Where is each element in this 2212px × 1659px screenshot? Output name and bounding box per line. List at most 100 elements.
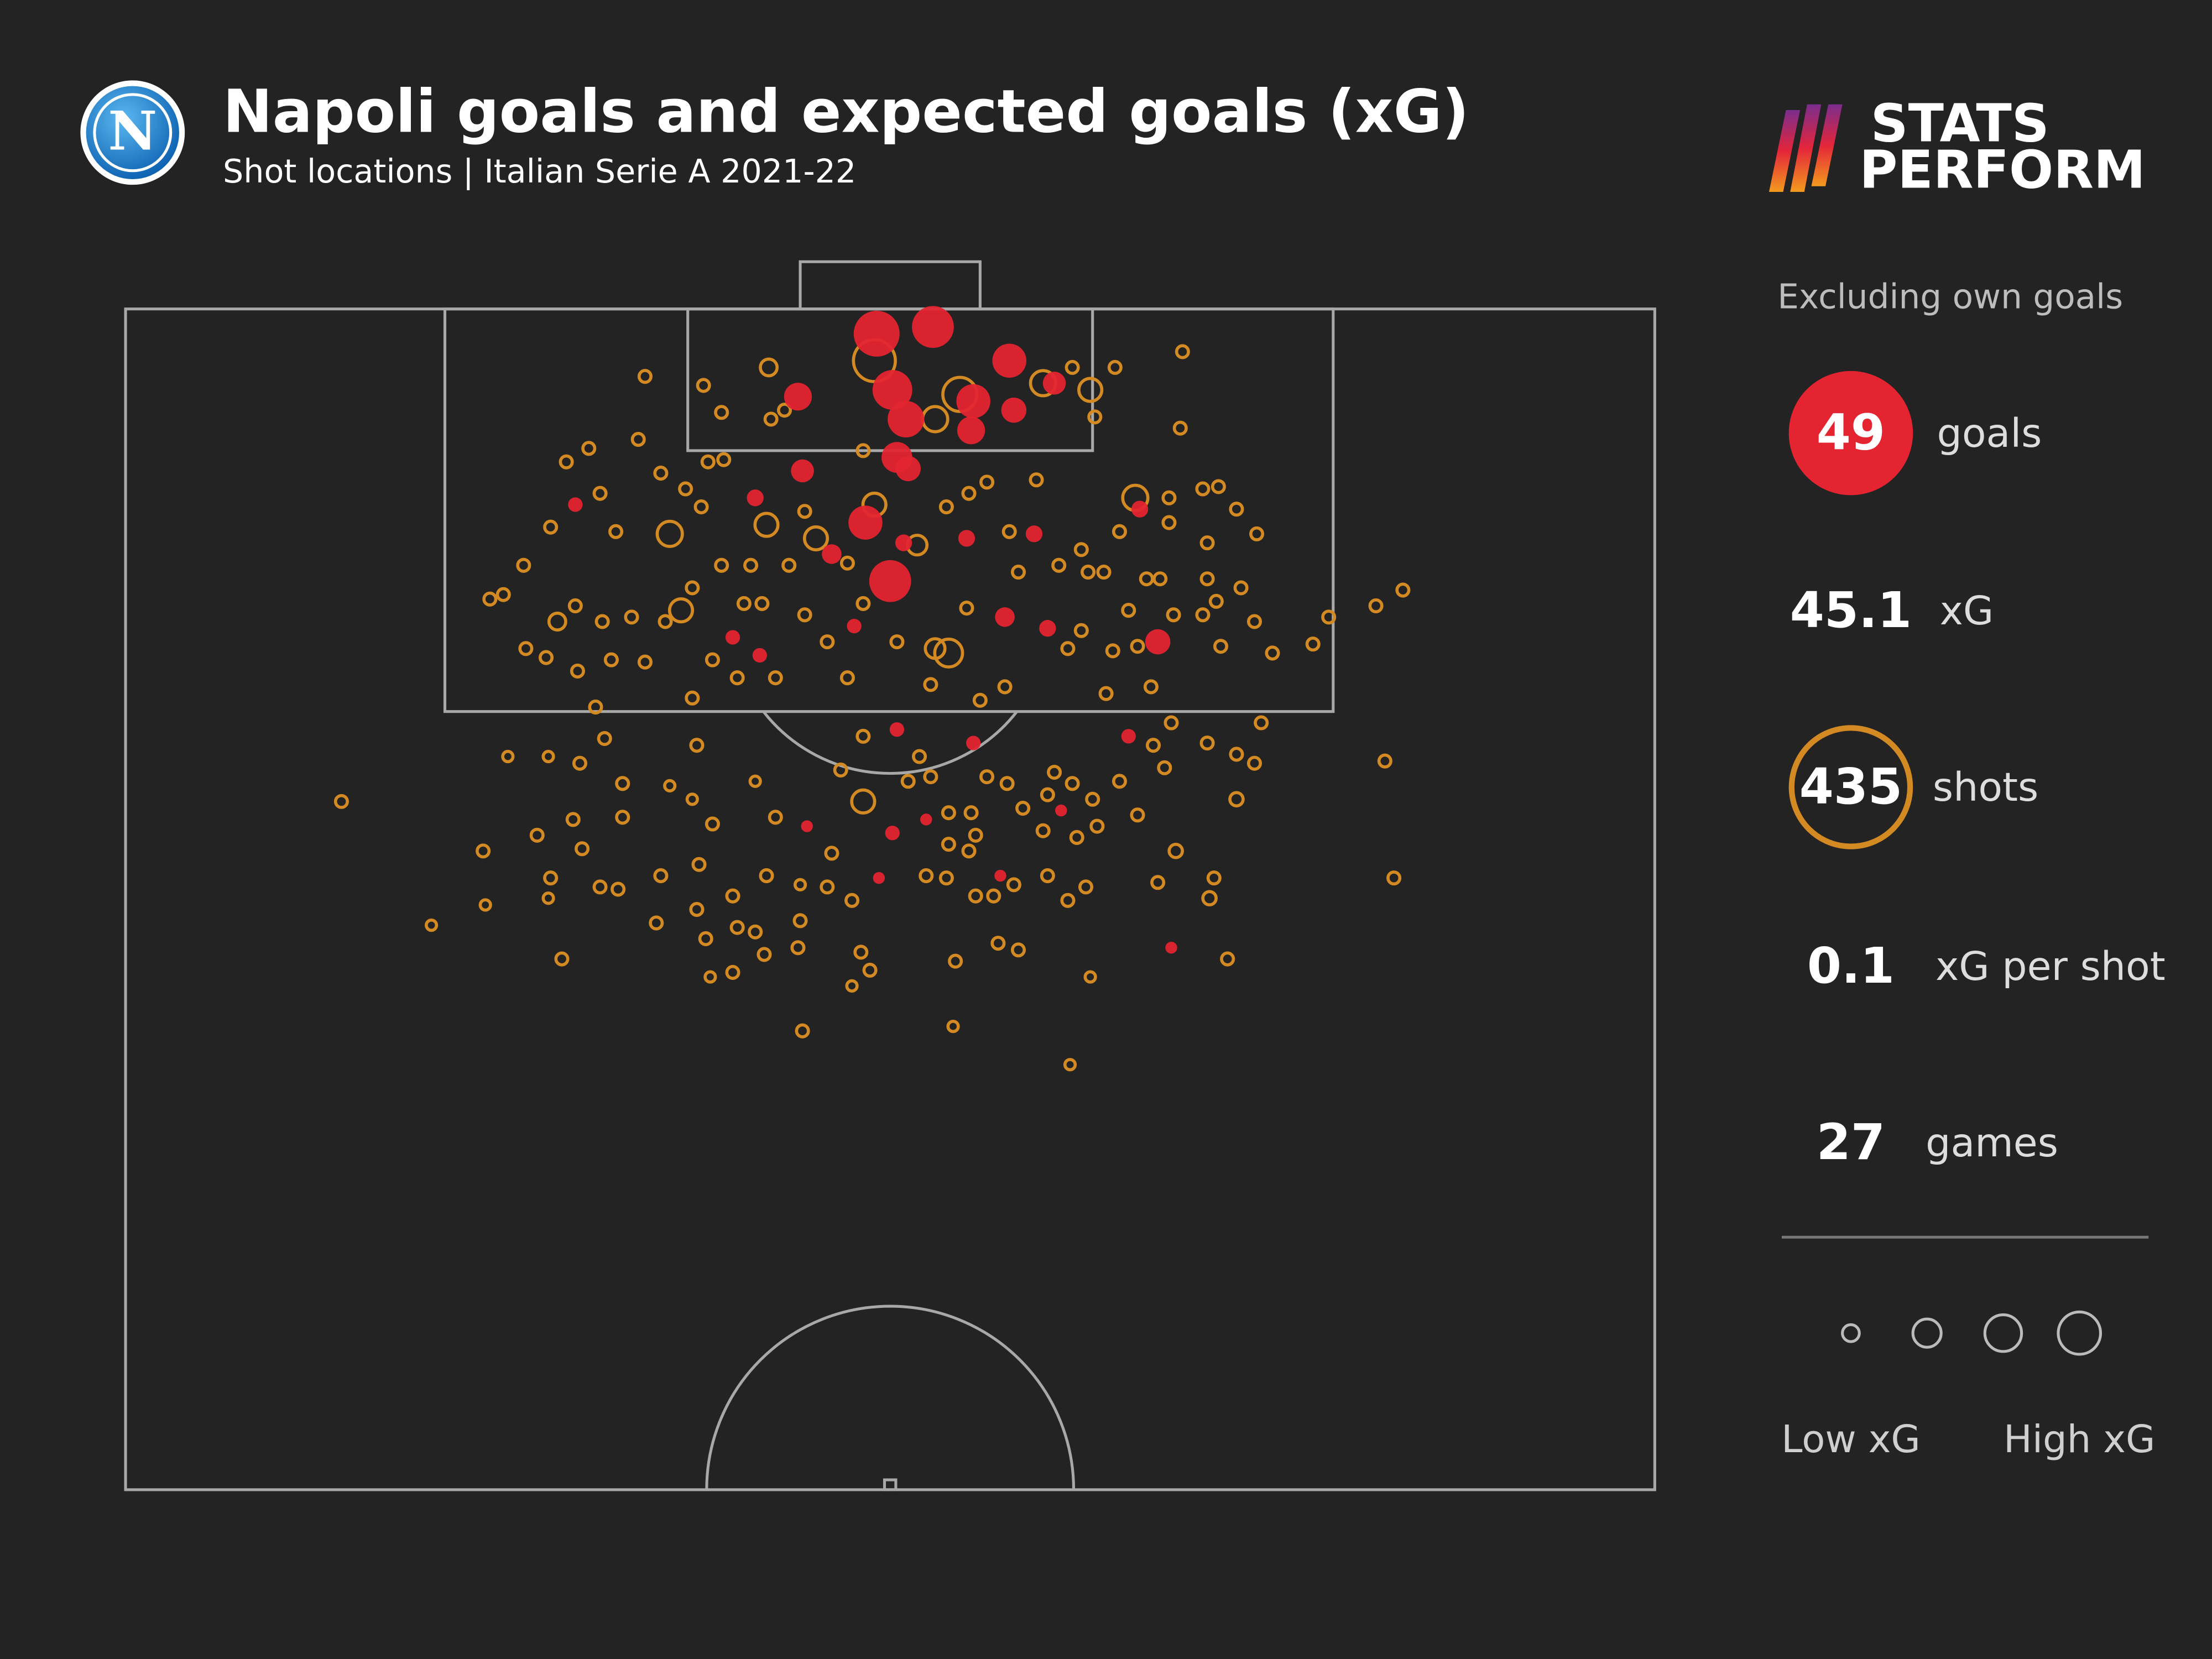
shot	[919, 868, 934, 884]
centre-spot	[883, 1478, 898, 1491]
shot	[1130, 807, 1145, 823]
shot	[592, 879, 608, 895]
goal-shot	[872, 370, 912, 410]
shot	[933, 637, 964, 669]
shot	[1143, 679, 1159, 695]
chart-title: Napoli goals and expected goals (xG)	[223, 77, 1469, 146]
shot	[565, 812, 581, 827]
size-legend-label: Low xG	[1781, 1417, 1921, 1462]
shot	[685, 792, 699, 806]
shot	[833, 762, 848, 778]
shot	[541, 891, 555, 905]
shot	[501, 749, 515, 764]
goal-shot	[956, 384, 990, 419]
goal-shot	[801, 820, 813, 832]
goal-shot	[784, 383, 812, 411]
size-legend-circle	[1911, 1317, 1943, 1349]
shot	[1105, 643, 1120, 659]
goal-shot	[1055, 804, 1067, 817]
shot	[1121, 603, 1136, 618]
size-legend: Low xG High xG	[1781, 1310, 2155, 1462]
goal-shot	[957, 416, 985, 445]
shot	[538, 650, 554, 665]
shot	[725, 888, 740, 904]
shot	[990, 936, 1006, 951]
goal-shot	[1039, 620, 1056, 637]
goal-shot	[895, 456, 921, 482]
shot	[541, 749, 555, 764]
note: Excluding own goals	[1777, 277, 2123, 316]
shot	[714, 405, 729, 420]
shot	[753, 512, 780, 538]
size-legend-label: High xG	[2004, 1417, 2155, 1462]
shot	[637, 654, 653, 670]
shot	[1047, 764, 1062, 780]
shot	[1167, 843, 1184, 859]
shot	[839, 670, 855, 686]
shot	[1228, 791, 1245, 808]
goal-shot	[895, 534, 912, 551]
shot	[923, 677, 938, 692]
shot	[725, 964, 740, 980]
shot	[768, 810, 783, 825]
shot	[581, 441, 597, 456]
shot	[1199, 735, 1215, 751]
shot	[637, 369, 653, 384]
shot	[1130, 639, 1145, 654]
shot	[839, 555, 855, 571]
shot	[703, 970, 717, 984]
shot	[1246, 614, 1262, 629]
shot	[824, 846, 839, 861]
shot	[653, 868, 669, 884]
shot	[853, 945, 869, 960]
shot	[1199, 535, 1215, 551]
shot	[567, 598, 583, 614]
shot	[547, 612, 567, 632]
shot	[1035, 823, 1051, 838]
shot	[855, 596, 871, 611]
stat-label: shots	[1933, 764, 2038, 810]
logo-stripe	[1768, 109, 1801, 192]
shot	[968, 827, 983, 843]
shot	[845, 979, 859, 993]
shot	[1073, 542, 1089, 557]
shot	[476, 843, 491, 859]
shot	[594, 614, 610, 629]
shot	[1395, 582, 1411, 598]
shot	[714, 557, 729, 573]
shot	[700, 454, 716, 469]
shot	[986, 888, 1001, 904]
shot	[1001, 524, 1017, 539]
shot	[663, 779, 677, 792]
goal	[799, 260, 982, 311]
shot	[1152, 571, 1168, 587]
shot	[768, 670, 783, 686]
shot	[961, 843, 977, 859]
chart-subtitle: Shot locations | Italian Serie A 2021-22	[223, 153, 856, 190]
shot	[736, 596, 752, 611]
shot	[1321, 609, 1337, 625]
brand-logo: STATS PERFORM	[1768, 93, 2146, 201]
stat-value: 0.1	[1807, 937, 1895, 995]
shot	[655, 519, 684, 548]
centre-circle	[705, 1305, 1076, 1490]
shot	[685, 690, 700, 706]
shot	[716, 452, 732, 467]
shot	[889, 634, 905, 650]
goal-shot	[1121, 729, 1136, 744]
badge-letter: N	[108, 99, 157, 162]
goal-shot	[958, 530, 975, 547]
shot	[559, 454, 574, 469]
shot	[1073, 623, 1089, 638]
shot	[820, 634, 835, 650]
goal-shot	[912, 306, 954, 348]
shot	[1089, 818, 1105, 834]
shot	[1087, 409, 1103, 425]
shot	[802, 525, 830, 552]
shot	[1249, 526, 1265, 541]
shot	[1161, 515, 1177, 530]
shot	[979, 769, 995, 785]
shot	[482, 591, 498, 607]
goal-shot	[869, 560, 911, 602]
